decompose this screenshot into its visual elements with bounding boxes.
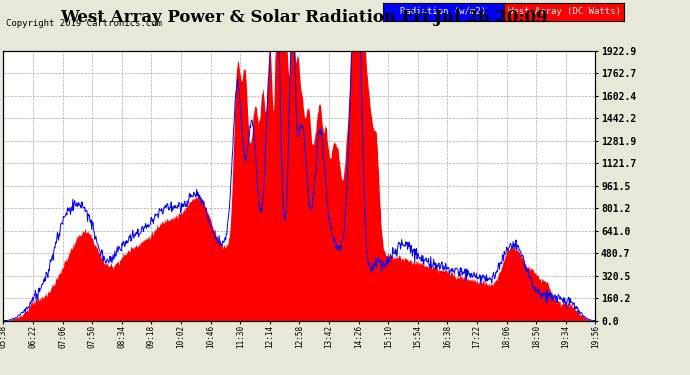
Text: Copyright 2019 Cartronics.com: Copyright 2019 Cartronics.com (6, 19, 161, 28)
Text: West Array Power & Solar Radiation Fri Jul 26 20:09: West Array Power & Solar Radiation Fri J… (60, 9, 547, 26)
Text: West Array (DC Watts): West Array (DC Watts) (508, 7, 620, 16)
Text: Radiation (w/m2): Radiation (w/m2) (400, 7, 486, 16)
